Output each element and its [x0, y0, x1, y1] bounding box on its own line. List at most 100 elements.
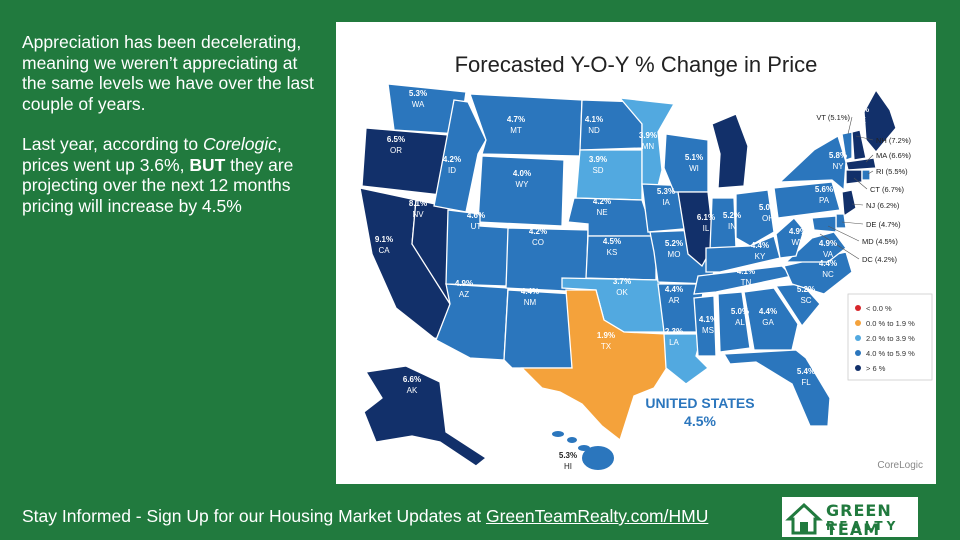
p2-post: they are projecting over the next 12 mon… [22, 154, 294, 216]
callout-line-vt [847, 116, 853, 135]
state-abbr-ga: GA [762, 318, 774, 327]
state-value-tx: 1.9% [597, 331, 615, 340]
state-value-ny: 5.8% [829, 151, 847, 160]
state-hi-island-1 [552, 431, 564, 437]
state-value-ms: 4.1% [699, 315, 717, 324]
callout-ma: MA (6.6%) [876, 151, 912, 160]
state-ma [845, 157, 877, 171]
state-abbr-tn: TN [741, 278, 752, 287]
logo-line2: REALTY [826, 519, 900, 533]
p2-pre: Last year, according to [22, 134, 203, 154]
state-abbr-tx: TX [601, 342, 612, 351]
state-abbr-az: AZ [459, 290, 469, 299]
map-legend: < 0.0 % 0.0 % to 1.9 % 2.0 % to 3.9 % 4.0 %… [847, 293, 933, 381]
state-value-az: 4.9% [455, 279, 473, 288]
callout-lines [819, 116, 874, 260]
legend-label: < 0.0 % [866, 304, 892, 313]
footer-signup: Stay Informed - Sign Up for our Housing … [22, 506, 708, 527]
state-abbr-ky: KY [755, 252, 766, 261]
callout-line-md [827, 225, 860, 242]
state-abbr-oh: OH [762, 214, 774, 223]
state-abbr-sd: SD [592, 166, 603, 175]
hmu-link[interactable]: GreenTeamRealty.com/HMU [485, 506, 709, 526]
state-mi [711, 113, 749, 189]
footer-text: Stay Informed - Sign Up for our Housing … [22, 506, 486, 526]
intro-paragraph: Appreciation has been decelerating, mean… [22, 32, 314, 114]
callout-md: MD (4.5%) [862, 237, 898, 246]
state-abbr-pa: PA [819, 196, 830, 205]
state-abbr-ak: AK [407, 386, 418, 395]
state-abbr-hi: HI [564, 462, 572, 471]
state-abbr-la: LA [669, 338, 679, 347]
callout-nh: NH (7.2%) [876, 136, 912, 145]
state-wy [477, 155, 565, 227]
state-hi-island-2 [567, 437, 577, 443]
state-value-hi: 5.3% [559, 451, 577, 460]
state-value-mi: 7.1% [747, 169, 765, 178]
callout-line-ri [867, 170, 874, 175]
state-value-ia: 5.3% [657, 187, 675, 196]
state-abbr-nv: NV [412, 210, 424, 219]
state-abbr-ok: OK [616, 288, 628, 297]
callout-line-ma [865, 154, 874, 163]
state-value-ut: 4.6% [467, 211, 485, 220]
state-sd [575, 149, 643, 201]
state-oh [735, 189, 775, 247]
callout-dc: DC (4.2%) [862, 255, 898, 264]
state-nj [841, 189, 857, 218]
state-abbr-ut: UT [471, 222, 482, 231]
state-value-mt: 4.7% [507, 115, 525, 124]
legend-swatch [855, 305, 861, 311]
state-nm [503, 289, 575, 369]
state-value-nv: 8.1% [409, 199, 427, 208]
state-al [717, 291, 751, 353]
state-wi [663, 133, 709, 193]
state-value-co: 4.2% [529, 227, 547, 236]
callout-line-de [841, 221, 864, 225]
state-ga [743, 287, 799, 351]
state-value-fl: 5.4% [797, 367, 815, 376]
state-value-ak: 6.6% [403, 375, 421, 384]
state-abbr-me: ME [854, 116, 866, 125]
logo-line1: GREEN TEAM [826, 501, 892, 539]
state-ri [861, 169, 871, 181]
state-value-pa: 5.6% [815, 185, 833, 194]
state-value-wy: 4.0% [513, 169, 531, 178]
state-value-nd: 4.1% [585, 115, 603, 124]
state-value-mn: 3.9% [639, 131, 657, 140]
state-mt [469, 93, 583, 157]
us-forecast-map: Forecasted Y-O-Y % Change in Price 5.3% W… [359, 52, 933, 471]
state-shapes [359, 83, 897, 470]
legend-box [847, 293, 933, 381]
state-mn [618, 97, 676, 187]
legend-label: 0.0 % to 1.9 % [866, 319, 915, 328]
state-abbr-mt: MT [510, 126, 522, 135]
state-abbr-mn: MN [642, 142, 655, 151]
state-md [811, 215, 837, 233]
state-value-il: 6.1% [697, 213, 715, 222]
state-abbr-nd: ND [588, 126, 600, 135]
state-ak [363, 365, 488, 467]
state-value-nm: 4.4% [521, 287, 539, 296]
callout-ri: RI (5.5%) [876, 167, 908, 176]
callout-line-nh [855, 135, 874, 141]
state-labels: 5.3% WA 6.5% OR 9.1% CA 8.1% NV 4.2% ID 4.7% MT 4.0%… [375, 89, 912, 471]
state-abbr-wy: WY [516, 180, 530, 189]
but-emphasis: BUT [189, 154, 226, 175]
state-abbr-fl: FL [801, 378, 811, 387]
state-value-or: 6.5% [387, 135, 405, 144]
state-value-ne: 4.2% [593, 197, 611, 206]
state-me [863, 88, 897, 154]
state-value-id: 4.2% [443, 155, 461, 164]
intro-text: Appreciation has been decelerating, mean… [22, 32, 322, 236]
state-fl [722, 349, 831, 427]
state-abbr-ks: KS [607, 248, 618, 257]
state-pa [773, 181, 841, 219]
legend-swatch [855, 350, 861, 356]
callout-de: DE (4.7%) [866, 220, 901, 229]
state-value-al: 5.0% [731, 307, 749, 316]
legend-swatch [855, 320, 861, 326]
legend-label: > 6 % [866, 364, 886, 373]
map-title: Forecasted Y-O-Y % Change in Price [455, 52, 818, 77]
legend-swatch [855, 335, 861, 341]
